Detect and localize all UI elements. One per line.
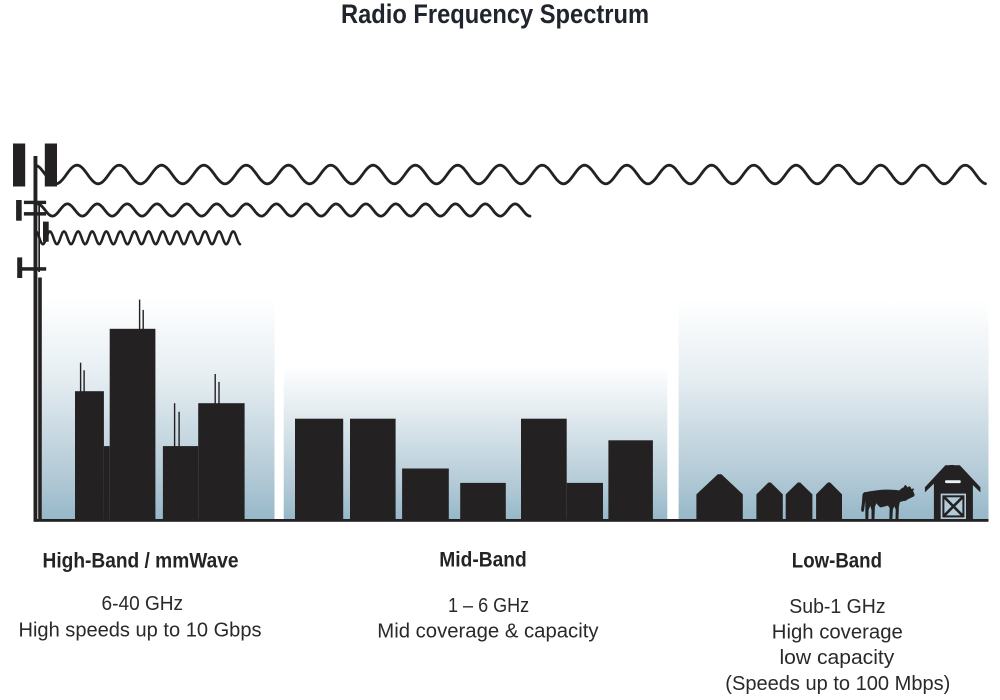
svg-text:Sub-1 GHz: Sub-1 GHz	[789, 596, 885, 618]
svg-text:Radio Frequency Spectrum: Radio Frequency Spectrum	[341, 0, 649, 29]
svg-text:low capacity: low capacity	[780, 647, 896, 669]
svg-text:1 – 6 GHz: 1 – 6 GHz	[448, 595, 529, 617]
svg-text:Mid-Band: Mid-Band	[439, 549, 527, 572]
svg-text:(Speeds up to 100 Mbps): (Speeds up to 100 Mbps)	[725, 673, 950, 695]
svg-text:Mid coverage & capacity: Mid coverage & capacity	[377, 620, 599, 642]
svg-text:Low-Band: Low-Band	[792, 549, 882, 572]
svg-text:High-Band / mmWave: High-Band / mmWave	[43, 550, 239, 573]
svg-text:High speeds up to 10 Gbps: High speeds up to 10 Gbps	[19, 620, 262, 642]
svg-text:6-40 GHz: 6-40 GHz	[102, 593, 184, 615]
svg-text:High coverage: High coverage	[772, 622, 903, 644]
